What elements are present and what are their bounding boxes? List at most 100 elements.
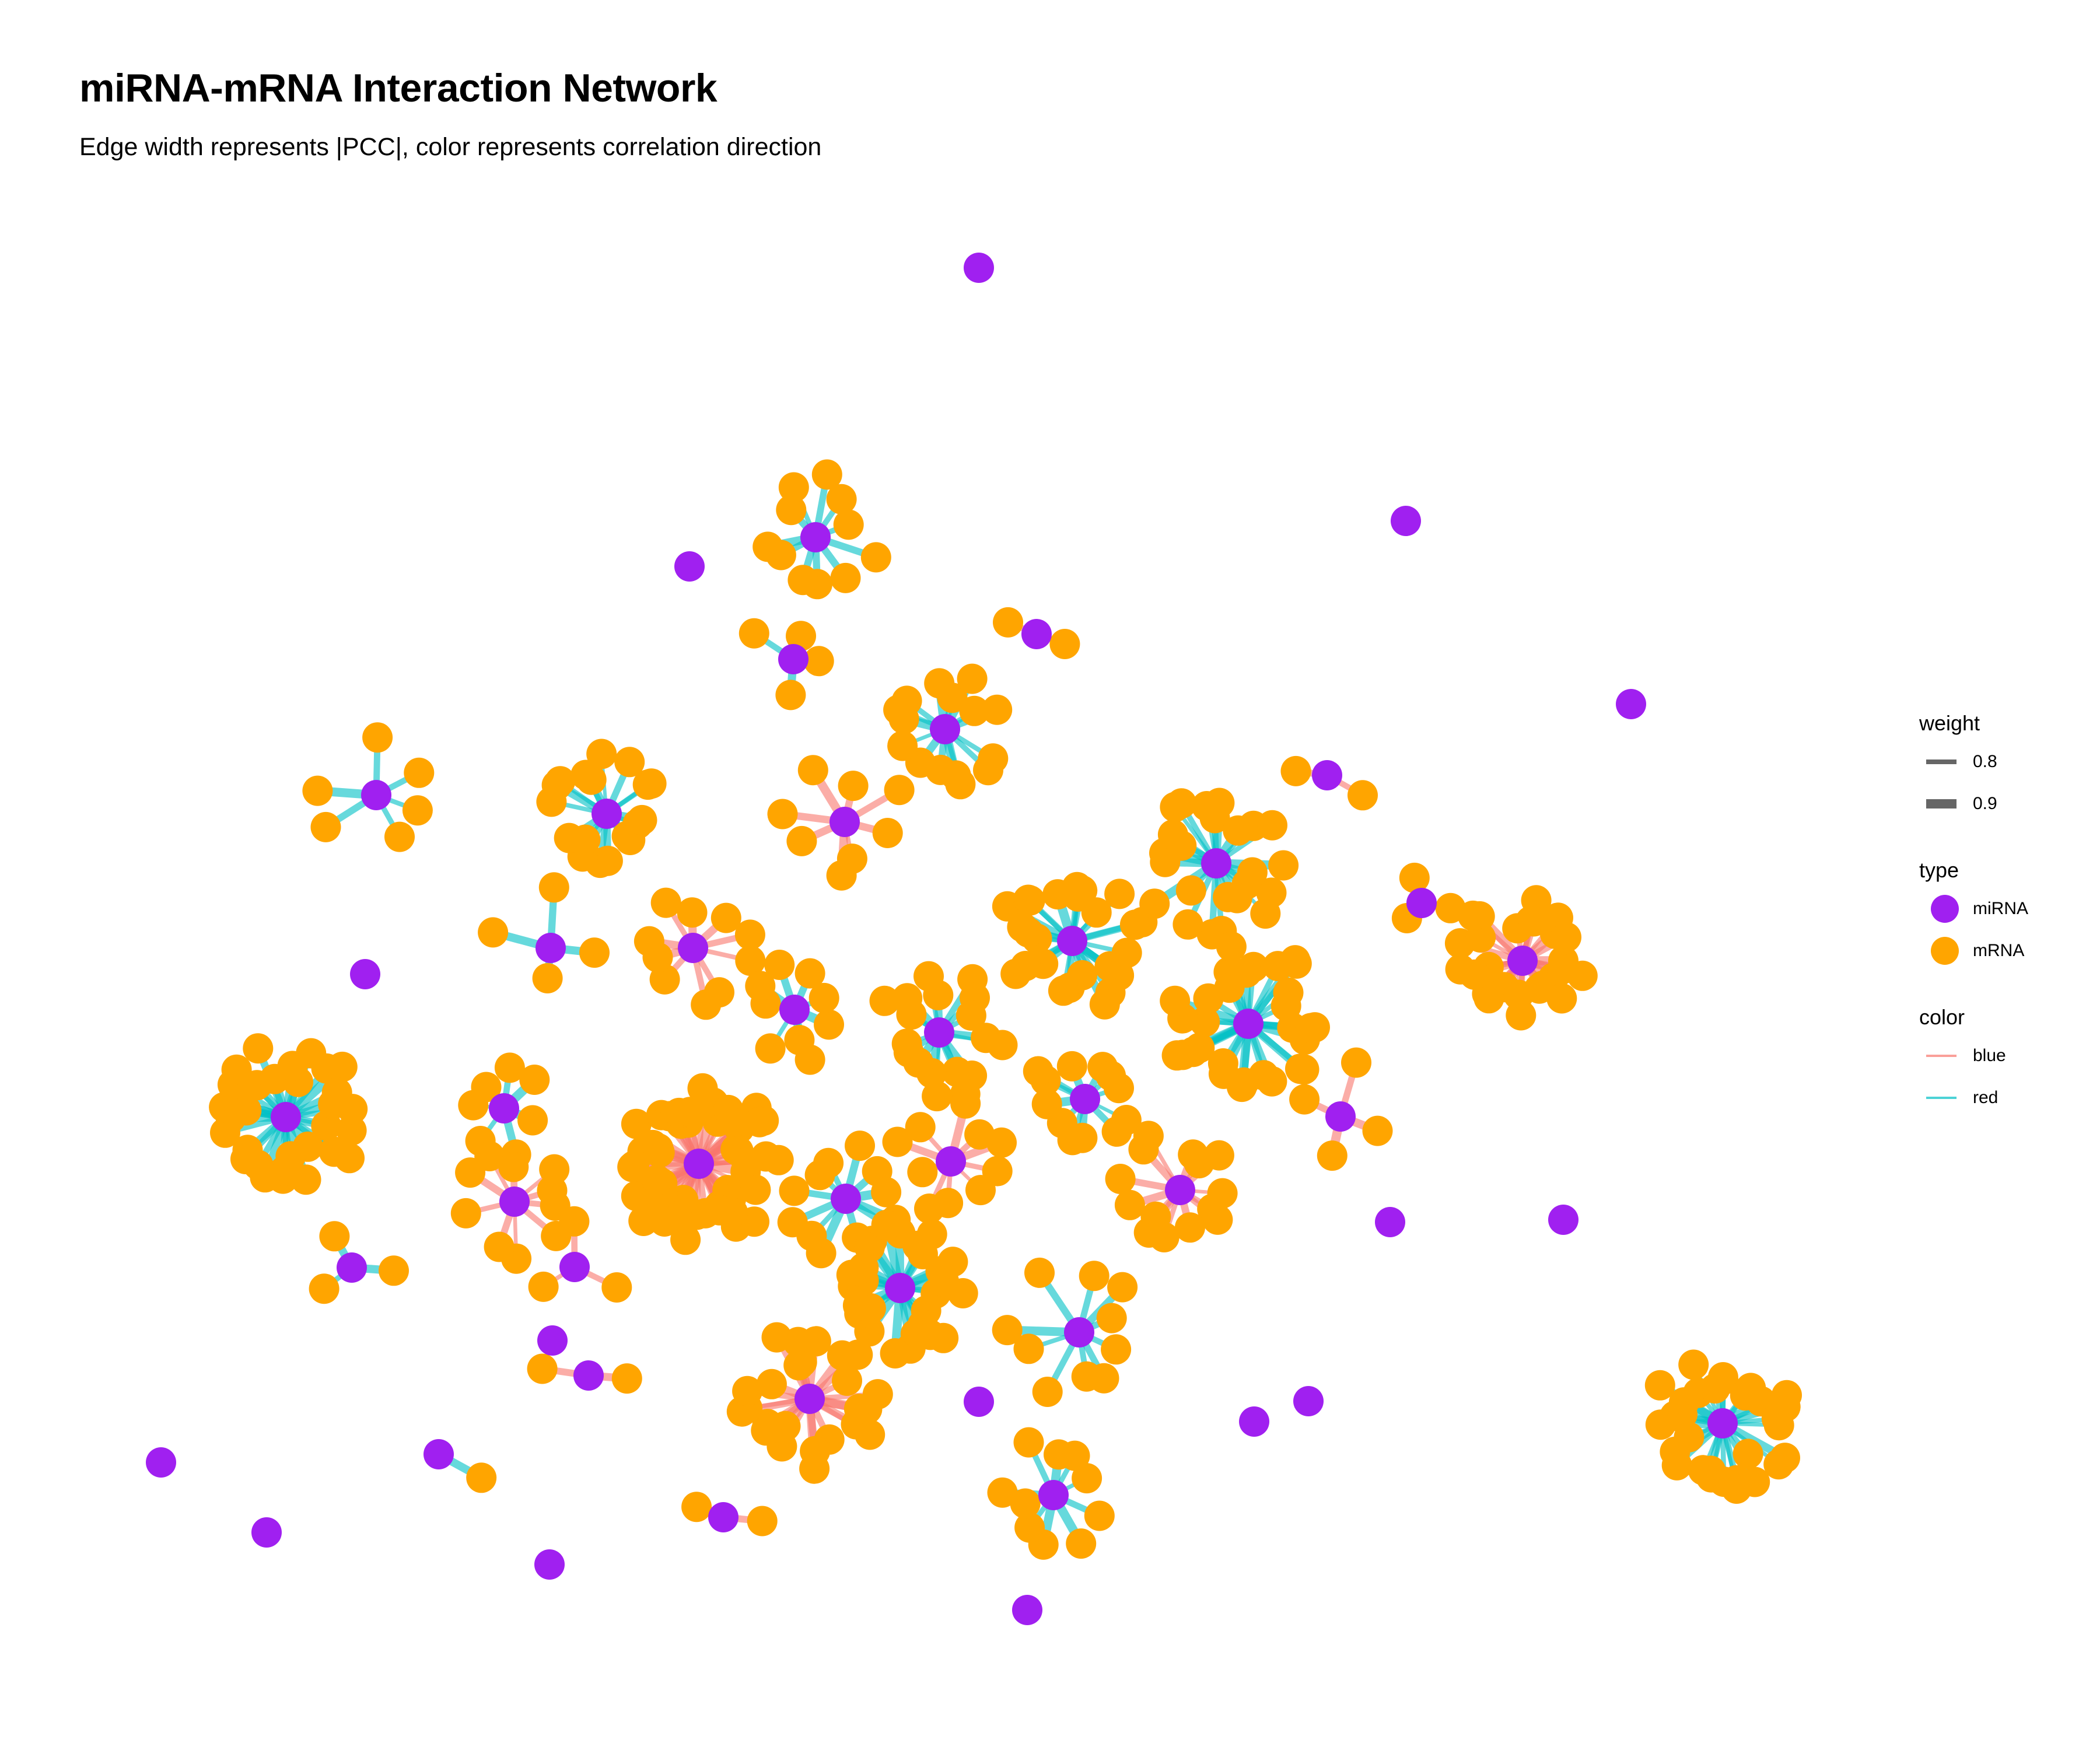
figure-title: miRNA-mRNA Interaction Network [79, 66, 718, 110]
mrna-node [826, 484, 857, 514]
mrna-node [1216, 931, 1247, 962]
mirna-node [1021, 619, 1052, 649]
mrna-node [1081, 897, 1112, 928]
mrna-node [579, 937, 610, 968]
mrna-node [1014, 1512, 1045, 1543]
mirna-node [1038, 1480, 1069, 1510]
mirna-node [1233, 1009, 1264, 1039]
red-edge-line-key [1926, 1097, 1957, 1099]
mrna-node [1281, 948, 1312, 979]
mrna-node [650, 887, 681, 918]
mrna-node [498, 1152, 529, 1182]
mrna-node [869, 985, 900, 1016]
mrna-node [681, 1492, 712, 1522]
weight-line-key [1926, 760, 1957, 764]
legend-weight: weight 0.8 0.9 [1919, 706, 2088, 825]
mrna-node [319, 1221, 350, 1252]
mrna-node [882, 1126, 913, 1157]
mirna-node [424, 1439, 454, 1469]
mrna-node [1024, 1257, 1055, 1288]
mrna-node [404, 757, 435, 788]
mrna-node [872, 818, 903, 848]
mirna-node [1012, 1595, 1042, 1625]
legend-color: color blue red [1919, 1000, 2088, 1119]
mrna-node [1289, 1084, 1320, 1115]
mrna-node [1157, 819, 1188, 850]
mrna-node [826, 860, 857, 891]
mrna-node [776, 495, 807, 526]
weight-line-key [1926, 799, 1957, 808]
legend-weight-item: 0.9 [1919, 783, 2088, 825]
mrna-node [811, 459, 842, 490]
mrna-node [474, 1141, 505, 1171]
mrna-node [794, 958, 825, 989]
mrna-node [1208, 1058, 1239, 1089]
mrna-node [362, 722, 393, 753]
mirna-node [1064, 1317, 1094, 1348]
mrna-node [1023, 1056, 1054, 1087]
mrna-node [1175, 1212, 1205, 1243]
mrna-node [808, 982, 839, 1013]
mrna-node [922, 1081, 953, 1112]
mrna-node [632, 769, 663, 800]
mirna-node [924, 1017, 954, 1048]
mrna-node [626, 804, 657, 835]
mrna-node [1250, 898, 1281, 929]
mrna-node [987, 1477, 1018, 1508]
mrna-node [756, 1368, 787, 1399]
mrna-node [1257, 810, 1287, 841]
mrna-node [732, 1376, 763, 1406]
mirna-node [1507, 946, 1538, 976]
mrna-node [466, 1462, 497, 1493]
mirna-node [936, 1146, 966, 1177]
mrna-node [471, 1072, 502, 1102]
mirna-node [678, 933, 708, 963]
mrna-node [833, 509, 864, 540]
mrna-node [914, 1194, 944, 1224]
mirna-node [674, 551, 705, 582]
mrna-node [767, 799, 798, 830]
mrna-node [775, 680, 806, 710]
mirna-node [537, 1325, 568, 1356]
mrna-node [642, 1164, 673, 1195]
mrna-node [959, 695, 990, 726]
mrna-node [738, 618, 769, 649]
mrna-node [1300, 1012, 1330, 1043]
legend: weight 0.8 0.9 type miRNA mRNA color [1919, 706, 2088, 1147]
mrna-node [1059, 1440, 1090, 1471]
mrna-node [871, 1209, 902, 1240]
mrna-node [1056, 1051, 1087, 1082]
legend-weight-item: 0.8 [1919, 741, 2088, 783]
mrna-node [538, 872, 569, 903]
mirna-node [1165, 1175, 1195, 1205]
mrna-node [1007, 912, 1038, 943]
legend-weight-label: 0.8 [1973, 752, 1997, 771]
mrna-node [1688, 1455, 1718, 1486]
mrna-node [1435, 892, 1466, 923]
mrna-node [311, 1053, 342, 1084]
mrna-node [744, 1107, 775, 1138]
mrna-node [1721, 1465, 1752, 1496]
mrna-node [1014, 885, 1045, 916]
mrna-node [614, 747, 645, 778]
mirna-node [534, 1549, 565, 1580]
mirna-node [794, 1384, 825, 1414]
mrna-node [670, 1224, 701, 1255]
mrna-node [494, 1052, 525, 1083]
mirna-node [251, 1517, 282, 1548]
mrna-node [1096, 1303, 1127, 1334]
mrna-dot-key [1931, 937, 1959, 965]
mrna-node [1119, 909, 1150, 940]
mrna-node [887, 730, 918, 761]
mrna-node [734, 919, 765, 950]
mirna-node [1548, 1205, 1578, 1235]
mrna-node [1140, 1201, 1171, 1232]
mrna-node [1362, 1115, 1393, 1146]
mirna-node [1312, 760, 1342, 790]
mrna-node [1139, 888, 1170, 919]
mrna-node [230, 1144, 261, 1174]
mrna-node [537, 1175, 568, 1206]
mrna-node [855, 1293, 886, 1324]
mrna-node [827, 1340, 858, 1371]
mrna-node [1348, 780, 1378, 811]
